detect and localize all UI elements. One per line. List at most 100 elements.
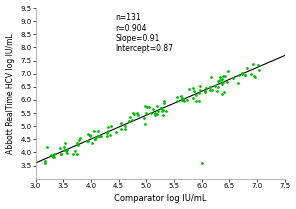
Point bbox=[86, 132, 90, 136]
Point bbox=[75, 141, 79, 145]
Point bbox=[194, 93, 198, 96]
Point bbox=[231, 76, 235, 80]
Point bbox=[95, 130, 100, 133]
Y-axis label: Abbott RealTime HCV log IU/mL: Abbott RealTime HCV log IU/mL bbox=[6, 33, 15, 154]
Point bbox=[192, 89, 196, 92]
Point bbox=[212, 84, 217, 88]
Point bbox=[65, 148, 69, 152]
Point bbox=[160, 110, 164, 113]
Point bbox=[51, 155, 55, 158]
Point bbox=[191, 87, 196, 90]
Point bbox=[76, 143, 81, 147]
Point bbox=[127, 119, 132, 123]
Point bbox=[221, 80, 225, 84]
X-axis label: Comparator log IU/mL: Comparator log IU/mL bbox=[114, 194, 206, 203]
Point bbox=[204, 87, 209, 90]
Point bbox=[62, 148, 67, 152]
Point bbox=[147, 106, 152, 109]
Point bbox=[45, 145, 50, 149]
Point bbox=[208, 85, 213, 89]
Point bbox=[105, 132, 110, 135]
Point bbox=[252, 75, 257, 78]
Point bbox=[59, 152, 63, 155]
Point bbox=[135, 111, 140, 114]
Point bbox=[198, 84, 203, 88]
Point bbox=[220, 75, 225, 78]
Point bbox=[218, 78, 223, 82]
Point bbox=[62, 145, 66, 148]
Point bbox=[58, 146, 63, 149]
Point bbox=[161, 102, 166, 105]
Point bbox=[240, 73, 245, 76]
Point bbox=[104, 135, 109, 138]
Point bbox=[92, 138, 97, 141]
Point bbox=[87, 135, 92, 138]
Point bbox=[92, 137, 97, 140]
Point bbox=[216, 79, 221, 83]
Point bbox=[48, 154, 53, 157]
Text: n=131
r=0.904
Slope=0.91
Intercept=0.87: n=131 r=0.904 Slope=0.91 Intercept=0.87 bbox=[115, 13, 173, 53]
Point bbox=[92, 130, 96, 133]
Point bbox=[43, 159, 48, 162]
Point bbox=[97, 134, 102, 138]
Point bbox=[73, 149, 77, 153]
Point bbox=[197, 88, 202, 92]
Point bbox=[155, 104, 160, 107]
Point bbox=[180, 98, 185, 102]
Point bbox=[255, 63, 260, 66]
Point bbox=[161, 100, 166, 103]
Point bbox=[220, 83, 225, 86]
Point bbox=[251, 62, 255, 65]
Point bbox=[225, 80, 229, 83]
Point bbox=[123, 128, 128, 131]
Point bbox=[109, 124, 114, 127]
Point bbox=[184, 98, 189, 102]
Point bbox=[142, 116, 147, 120]
Point bbox=[252, 75, 257, 78]
Point bbox=[144, 111, 149, 115]
Point bbox=[197, 92, 202, 95]
Point bbox=[179, 94, 184, 98]
Point bbox=[222, 91, 227, 94]
Point bbox=[181, 97, 186, 101]
Point bbox=[118, 121, 123, 124]
Point bbox=[209, 89, 214, 92]
Point bbox=[219, 92, 224, 96]
Point bbox=[128, 116, 133, 119]
Point bbox=[143, 104, 148, 108]
Point bbox=[187, 88, 192, 91]
Point bbox=[216, 85, 221, 89]
Point bbox=[78, 137, 82, 140]
Point bbox=[180, 97, 184, 100]
Point bbox=[148, 111, 153, 115]
Point bbox=[151, 107, 156, 111]
Point bbox=[155, 112, 160, 116]
Point bbox=[106, 126, 111, 129]
Point bbox=[131, 112, 136, 116]
Point bbox=[226, 70, 230, 73]
Point bbox=[113, 130, 118, 134]
Point bbox=[194, 99, 199, 103]
Point bbox=[106, 130, 110, 133]
Point bbox=[257, 68, 261, 71]
Point bbox=[244, 66, 249, 69]
Point bbox=[217, 75, 222, 79]
Point bbox=[142, 122, 147, 126]
Point bbox=[94, 135, 99, 139]
Point bbox=[52, 155, 57, 158]
Point bbox=[200, 161, 204, 165]
Point bbox=[144, 105, 149, 108]
Point bbox=[208, 89, 213, 92]
Point bbox=[135, 114, 140, 117]
Point bbox=[131, 112, 135, 115]
Point bbox=[202, 89, 207, 93]
Point bbox=[75, 152, 80, 155]
Point bbox=[242, 73, 247, 76]
Point bbox=[85, 139, 90, 142]
Point bbox=[191, 97, 195, 100]
Point bbox=[181, 99, 186, 102]
Point bbox=[237, 73, 241, 76]
Point bbox=[159, 106, 164, 110]
Point bbox=[174, 95, 179, 99]
Point bbox=[123, 124, 128, 127]
